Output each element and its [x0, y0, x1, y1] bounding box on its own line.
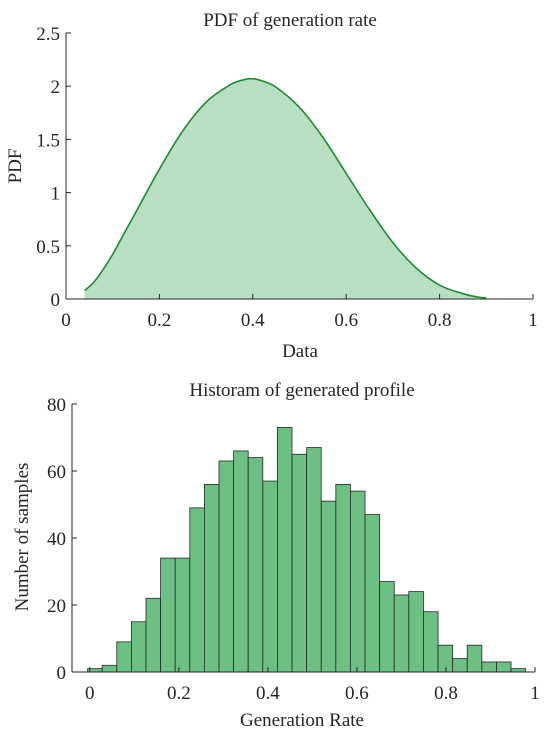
- pdf-y-tick-label: 0.5: [36, 237, 60, 258]
- histogram-bar: [262, 480, 278, 673]
- histogram-y-tick-label: 40: [47, 529, 66, 550]
- histogram-bar: [452, 658, 468, 673]
- pdf-x-tick-label: 0.8: [428, 310, 452, 331]
- histogram-x-tick-label: 1: [530, 683, 540, 704]
- pdf-axes: 0 0.2 0.4 0.6 0.8 1 0 0.5 1 1.5 2 2.5: [36, 24, 538, 331]
- histogram-x-tick-label: 0.2: [167, 683, 191, 704]
- pdf-x-tick-label: 0: [61, 310, 71, 331]
- pdf-x-tick-label: 1: [528, 310, 538, 331]
- pdf-curve-line: [84, 77, 487, 299]
- pdf-x-axis-title: Data: [282, 341, 318, 362]
- histogram-x-tick-label: 0: [85, 683, 95, 704]
- pdf-y-axis-title: PDF: [5, 149, 26, 184]
- histogram-bar: [379, 581, 395, 673]
- pdf-y-tick-label: 2: [51, 77, 61, 98]
- histogram-y-axis-title: Number of samples: [12, 463, 33, 612]
- histogram-bar: [437, 644, 454, 673]
- histogram-bar: [408, 591, 424, 673]
- histogram-bar: [393, 594, 410, 673]
- histogram-bar: [320, 500, 337, 673]
- histogram-bar: [291, 453, 308, 673]
- pdf-y-tick-label: 1.5: [36, 130, 60, 151]
- histogram-bar: [481, 661, 497, 673]
- histogram-bar: [145, 597, 161, 673]
- histogram-bar: [160, 557, 176, 673]
- pdf-x-tick-label: 0.6: [334, 310, 358, 331]
- histogram-bar: [277, 427, 293, 673]
- histogram-bar: [466, 644, 483, 673]
- pdf-chart: PDF of generation rate 0 0.2 0.4 0.6 0.8 1 0 0.…: [5, 10, 538, 362]
- histogram-chart-title: Historam of generated profile: [189, 380, 414, 401]
- histogram-bar: [335, 483, 351, 673]
- histogram-bar: [510, 668, 527, 673]
- histogram-bar: [101, 664, 118, 673]
- pdf-x-tick-label: 0.4: [241, 310, 265, 331]
- histogram-axes: 0 0.2 0.4 0.6 0.8 1 0 20 40 60 80: [47, 395, 540, 704]
- histogram-bar: [116, 641, 132, 673]
- pdf-y-tick-label: 0: [51, 290, 61, 311]
- histogram-x-tick-label: 0.6: [345, 683, 369, 704]
- histogram-bar: [174, 557, 191, 673]
- histogram-y-tick-label: 80: [47, 395, 66, 416]
- pdf-plot-area: [84, 77, 487, 299]
- histogram-y-tick-label: 20: [47, 596, 66, 617]
- pdf-chart-title: PDF of generation rate: [203, 10, 377, 31]
- histogram-bar: [496, 661, 512, 673]
- histogram-plot-area: [87, 427, 527, 673]
- pdf-x-tick-label: 0.2: [148, 310, 172, 331]
- histogram-bar: [204, 483, 220, 673]
- histogram-x-axis-title: Generation Rate: [240, 710, 364, 731]
- histogram-x-tick-label: 0.8: [434, 683, 458, 704]
- histogram-chart: Historam of generated profile 0 0.2 0.4 0.6…: [12, 380, 540, 731]
- pdf-y-tick-label: 2.5: [36, 24, 60, 45]
- histogram-bar: [423, 611, 439, 673]
- histogram-bar: [189, 507, 205, 673]
- histogram-bar: [350, 490, 366, 673]
- histogram-bar: [130, 621, 147, 673]
- histogram-x-tick-label: 0.4: [256, 683, 280, 704]
- pdf-area-fill: [84, 78, 487, 299]
- histogram-bar: [364, 514, 381, 673]
- histogram-bar: [306, 447, 322, 673]
- histogram-bar: [218, 460, 235, 673]
- histogram-y-tick-label: 0: [57, 663, 67, 684]
- histogram-bar: [233, 450, 249, 673]
- histogram-y-tick-label: 60: [47, 462, 66, 483]
- pdf-y-tick-label: 1: [51, 184, 61, 205]
- histogram-bar: [247, 457, 264, 673]
